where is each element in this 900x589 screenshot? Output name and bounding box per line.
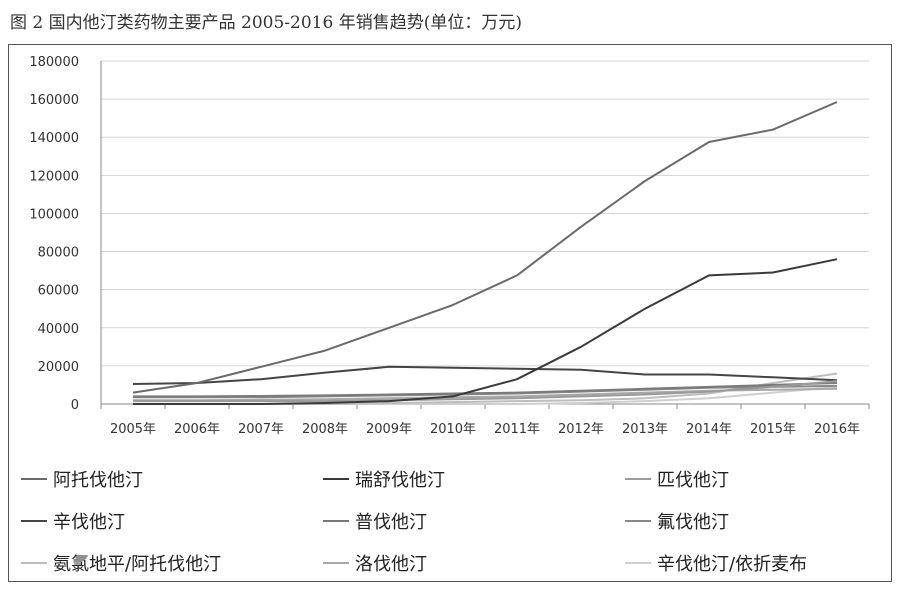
legend-item: 辛伐他汀 — [21, 508, 125, 534]
legend-item: 洛伐他汀 — [323, 550, 427, 576]
x-tick-label: 2013年 — [622, 422, 668, 437]
y-tick-label: 20000 — [38, 360, 79, 375]
legend-swatch — [21, 520, 47, 522]
chart-frame: 0 20000 40000 60000 80000 100000 120000 140000 1… — [8, 44, 892, 582]
y-tick-label: 180000 — [29, 55, 79, 70]
chart-caption: 图 2 国内他汀类药物主要产品 2005-2016 年销售趋势(单位：万元) — [10, 13, 522, 33]
x-tick-label: 2014年 — [686, 422, 732, 437]
legend-swatch — [323, 520, 349, 522]
series-line-3 — [133, 380, 838, 403]
legend-label: 氟伐他汀 — [657, 512, 729, 533]
series-line-4 — [132, 365, 838, 385]
x-tick-label: 2008年 — [302, 422, 348, 437]
x-tick-label: 2015年 — [750, 422, 796, 437]
y-tick-label: 80000 — [38, 246, 79, 261]
series-lines — [132, 101, 838, 405]
legend-swatch — [21, 562, 47, 564]
y-tick-label: 100000 — [29, 207, 79, 222]
legend-swatch — [625, 562, 651, 564]
line-chart: 0 20000 40000 60000 80000 100000 120000 140000 1… — [29, 55, 870, 437]
legend-label: 氨氯地平/阿托伐他汀 — [53, 554, 222, 575]
axes — [100, 61, 870, 409]
legend-item: 氟伐他汀 — [625, 508, 729, 534]
x-tick-label: 2009年 — [366, 422, 412, 437]
grid-lines — [101, 60, 869, 405]
x-tick-label: 2012年 — [558, 422, 604, 437]
legend-label: 匹伐他汀 — [657, 470, 729, 491]
x-tick-label: 2011年 — [494, 422, 540, 437]
y-tick-label: 40000 — [38, 322, 79, 337]
legend-swatch — [323, 562, 349, 564]
series-line-5 — [133, 382, 838, 398]
legend-swatch — [625, 520, 651, 522]
legend-label: 洛伐他汀 — [355, 554, 427, 575]
legend-item: 匹伐他汀 — [625, 466, 729, 492]
legend-item: 瑞舒伐他汀 — [323, 466, 445, 492]
legend-item: 辛伐他汀/依折麦布 — [625, 550, 807, 576]
tick-labels: 0 20000 40000 60000 80000 100000 120000 140000 1… — [29, 55, 860, 437]
legend-swatch — [625, 478, 651, 480]
y-tick-label: 140000 — [29, 131, 79, 146]
x-tick-label: 2010年 — [430, 422, 476, 437]
legend-label: 辛伐他汀/依折麦布 — [657, 554, 808, 575]
legend-label: 辛伐他汀 — [53, 512, 125, 533]
legend-label: 阿托伐他汀 — [53, 470, 143, 491]
y-tick-label: 160000 — [29, 93, 79, 108]
legend-swatch — [323, 478, 349, 480]
legend-item: 阿托伐他汀 — [21, 466, 143, 492]
y-tick-label: 120000 — [29, 169, 79, 184]
legend-label: 普伐他汀 — [355, 512, 427, 533]
y-tick-label: 60000 — [38, 284, 79, 299]
series-line-1 — [132, 101, 838, 394]
series-line-2 — [133, 258, 838, 405]
legend-item: 氨氯地平/阿托伐他汀 — [21, 550, 221, 576]
legend-item: 普伐他汀 — [323, 508, 427, 534]
x-tick-label: 2007年 — [238, 422, 284, 437]
legend-label: 瑞舒伐他汀 — [355, 470, 445, 491]
y-tick-label: 0 — [71, 398, 79, 413]
legend-swatch — [21, 478, 47, 480]
x-tick-label: 2016年 — [814, 422, 860, 437]
x-tick-label: 2005年 — [110, 422, 156, 437]
x-tick-label: 2006年 — [174, 422, 220, 437]
